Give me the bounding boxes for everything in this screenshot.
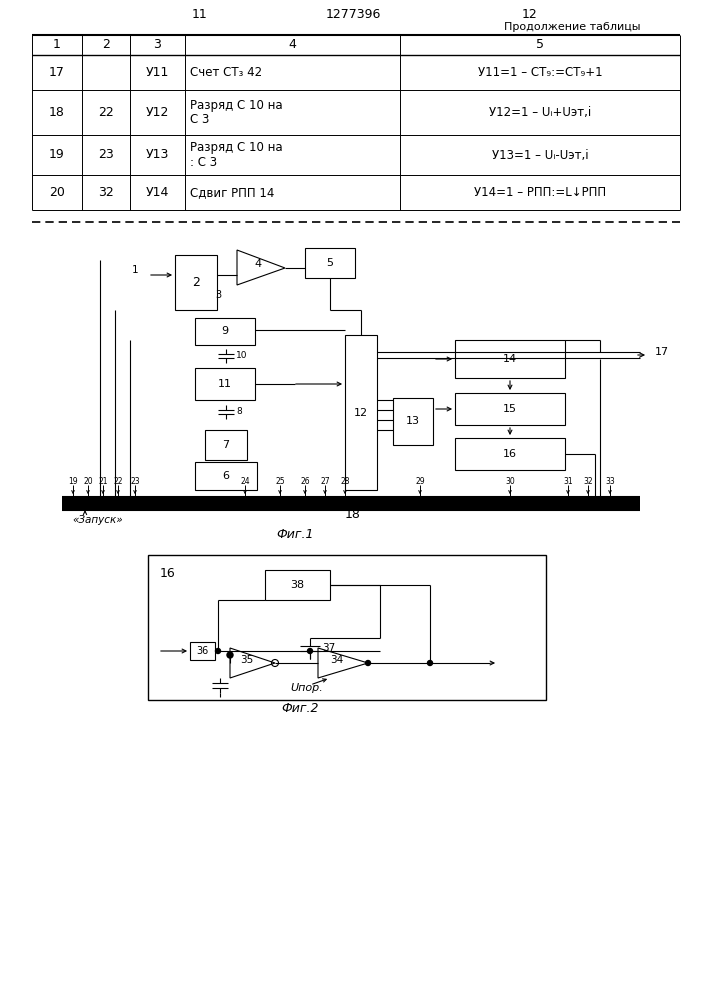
Text: У12=1 – Uᵢ+Uэт,i: У12=1 – Uᵢ+Uэт,i: [489, 106, 591, 119]
Text: 20: 20: [83, 477, 93, 486]
Text: 4: 4: [255, 259, 262, 269]
Text: 14: 14: [503, 354, 517, 364]
Text: У13=1 – Uᵢ-Uэт,i: У13=1 – Uᵢ-Uэт,i: [491, 148, 588, 161]
Text: 30: 30: [505, 477, 515, 486]
Text: У14: У14: [146, 186, 169, 199]
Text: Сдвиг РПП 14: Сдвиг РПП 14: [190, 186, 274, 199]
Circle shape: [366, 660, 370, 666]
Text: 3: 3: [215, 290, 221, 300]
Text: Разряд С 10 на: Разряд С 10 на: [190, 141, 283, 154]
Text: 19: 19: [68, 477, 78, 486]
Text: 11: 11: [218, 379, 232, 389]
Text: 16: 16: [503, 449, 517, 459]
Text: 11: 11: [192, 7, 208, 20]
Text: : С 3: : С 3: [190, 155, 217, 168]
Bar: [195, 368, 255, 400]
Text: 9: 9: [221, 326, 228, 336]
Text: У11: У11: [146, 66, 169, 79]
Circle shape: [216, 648, 221, 654]
Text: 4: 4: [288, 38, 296, 51]
Text: Счет СТ₃ 42: Счет СТ₃ 42: [190, 66, 262, 79]
Circle shape: [227, 652, 233, 658]
Text: 33: 33: [605, 477, 615, 486]
Polygon shape: [237, 250, 285, 285]
Text: 7: 7: [223, 440, 230, 450]
Text: 22: 22: [98, 106, 114, 119]
Text: 31: 31: [563, 477, 573, 486]
Text: 12: 12: [522, 7, 538, 20]
Text: 10: 10: [236, 352, 247, 360]
Text: 17: 17: [49, 66, 65, 79]
Text: 1277396: 1277396: [325, 7, 380, 20]
Text: 12: 12: [354, 408, 368, 418]
Text: «Запуск»: «Запуск»: [72, 515, 122, 525]
Text: 38: 38: [291, 580, 305, 590]
Text: 1: 1: [53, 38, 61, 51]
Text: У12: У12: [146, 106, 169, 119]
Bar: [175, 255, 217, 310]
Circle shape: [428, 660, 433, 666]
Text: 19: 19: [49, 148, 65, 161]
Text: 15: 15: [503, 404, 517, 414]
Text: 27: 27: [320, 477, 329, 486]
Text: Фиг.2: Фиг.2: [281, 702, 319, 714]
Text: Продолжение таблицы: Продолжение таблицы: [503, 22, 640, 32]
Text: 1: 1: [132, 265, 138, 275]
Bar: [195, 462, 257, 490]
Text: 37: 37: [322, 643, 335, 653]
Bar: [148, 555, 546, 700]
Text: 32: 32: [583, 477, 592, 486]
Text: Разряд С 10 на: Разряд С 10 на: [190, 99, 283, 112]
Text: 29: 29: [415, 477, 425, 486]
Text: 36: 36: [196, 646, 208, 656]
Text: 22: 22: [113, 477, 123, 486]
Polygon shape: [318, 648, 368, 678]
Text: С 3: С 3: [190, 113, 209, 126]
Text: 24: 24: [240, 477, 250, 486]
Text: У13: У13: [146, 148, 169, 161]
Text: 5: 5: [327, 258, 334, 268]
Text: 21: 21: [98, 477, 107, 486]
Bar: [205, 430, 247, 460]
Text: 26: 26: [300, 477, 310, 486]
Bar: [305, 248, 355, 278]
Bar: [265, 570, 330, 600]
Text: У14=1 – РПП:=L↓РПП: У14=1 – РПП:=L↓РПП: [474, 186, 606, 199]
Bar: [195, 318, 255, 345]
Text: 28: 28: [340, 477, 350, 486]
Text: 20: 20: [49, 186, 65, 199]
Bar: [455, 340, 565, 378]
Text: 17: 17: [655, 347, 669, 357]
Text: 8: 8: [236, 408, 242, 416]
Text: 16: 16: [160, 567, 176, 580]
Bar: [190, 642, 215, 660]
Text: 25: 25: [275, 477, 285, 486]
Text: 18: 18: [49, 106, 65, 119]
Bar: [393, 398, 433, 445]
Text: 34: 34: [330, 655, 344, 665]
Text: 23: 23: [98, 148, 114, 161]
Text: 23: 23: [130, 477, 140, 486]
Circle shape: [308, 648, 312, 654]
Text: 35: 35: [240, 655, 254, 665]
Text: 3: 3: [153, 38, 161, 51]
Bar: [345, 335, 377, 490]
Bar: [62, 497, 640, 510]
Polygon shape: [230, 648, 275, 678]
Text: Фиг.1: Фиг.1: [276, 528, 314, 542]
Text: 13: 13: [406, 416, 420, 426]
Bar: [455, 438, 565, 470]
Text: 6: 6: [223, 471, 230, 481]
Text: 32: 32: [98, 186, 114, 199]
Text: 2: 2: [102, 38, 110, 51]
Text: У11=1 – СТ₉:=СТ₉+1: У11=1 – СТ₉:=СТ₉+1: [478, 66, 602, 79]
Text: 2: 2: [192, 276, 200, 289]
Text: 5: 5: [536, 38, 544, 51]
Bar: [455, 393, 565, 425]
Text: Uпор.: Uпор.: [290, 683, 323, 693]
Text: 18: 18: [345, 508, 361, 520]
